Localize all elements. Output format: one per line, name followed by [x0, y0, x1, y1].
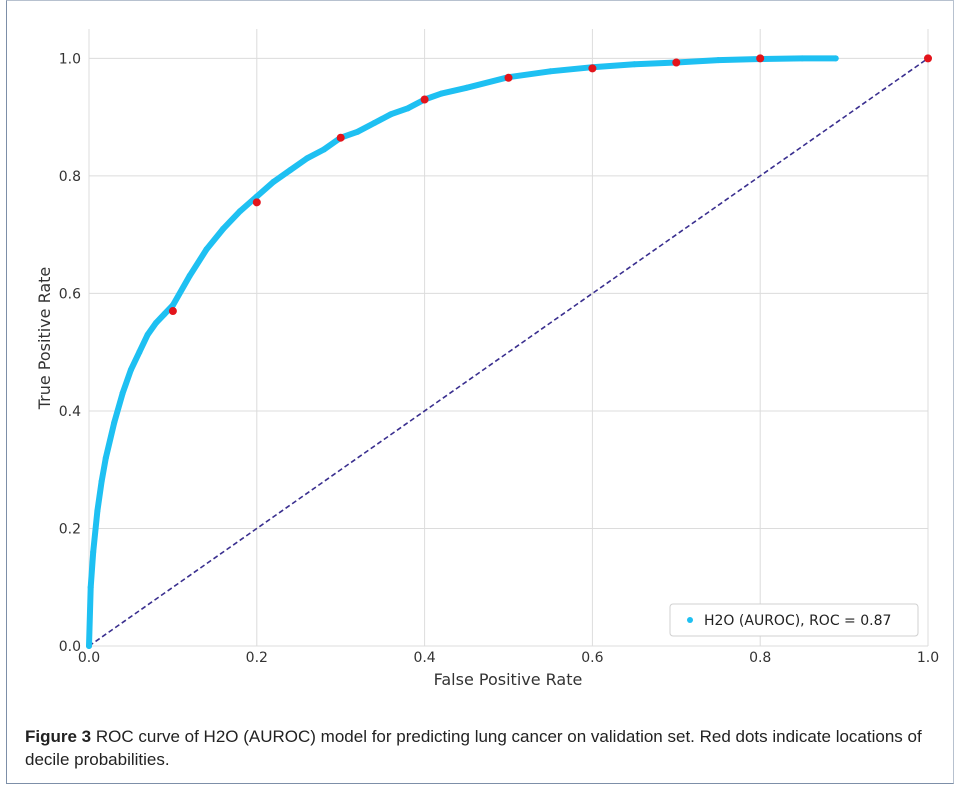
- decile-point: [420, 95, 429, 104]
- y-tick-label: 0.2: [59, 521, 81, 537]
- x-tick-label: 0.0: [78, 650, 100, 666]
- decile-point: [504, 73, 513, 82]
- decile-points: [168, 54, 932, 316]
- x-tick-label: 1.0: [917, 650, 939, 666]
- decile-point: [336, 133, 345, 142]
- y-tick-label: 0.4: [59, 404, 81, 420]
- roc-point: [320, 146, 327, 153]
- y-tick-labels: 0.0 0.2 0.4 0.6 0.8 1.0: [59, 51, 81, 655]
- x-tick-label: 0.8: [749, 650, 771, 666]
- roc-point: [547, 68, 554, 75]
- roc-point: [715, 57, 722, 64]
- roc-point: [404, 105, 411, 112]
- roc-point: [161, 310, 168, 317]
- roc-point: [153, 319, 160, 326]
- roc-point: [304, 155, 311, 162]
- roc-point: [98, 478, 105, 485]
- legend-box: [669, 603, 919, 637]
- y-axis-title: True Positive Rate: [35, 267, 54, 411]
- roc-point: [371, 120, 378, 127]
- caption-text: ROC curve of H2O (AUROC) model for predi…: [25, 727, 922, 769]
- y-tick-label: 0.6: [59, 286, 81, 302]
- diagonal-reference-line: [88, 57, 929, 647]
- legend: H2O (AUROC), ROC = 0.87: [669, 603, 919, 637]
- roc-point: [354, 128, 361, 135]
- roc-point: [253, 193, 260, 200]
- roc-point: [463, 84, 470, 91]
- roc-point: [127, 366, 134, 373]
- roc-point: [94, 507, 101, 514]
- roc-point: [87, 584, 94, 591]
- roc-chart: 0.0 0.2 0.4 0.6 0.8 1.0 0.0 0.2 0.4 0.6 0.8 1.0 Fa…: [35, 29, 939, 689]
- figure-caption: Figure 3 ROC curve of H2O (AUROC) model …: [25, 725, 930, 771]
- y-tick-label: 1.0: [59, 51, 81, 67]
- roc-point: [799, 55, 806, 62]
- roc-point: [631, 61, 638, 68]
- roc-point: [90, 548, 97, 555]
- figure-frame: [6, 0, 954, 784]
- roc-point: [102, 454, 109, 461]
- roc-point: [136, 349, 143, 356]
- x-axis-title: False Positive Rate: [434, 670, 583, 689]
- legend-label: H2O (AUROC), ROC = 0.87: [704, 613, 891, 629]
- roc-point: [169, 302, 176, 309]
- roc-point: [111, 419, 118, 426]
- x-tick-label: 0.2: [246, 650, 268, 666]
- roc-point: [186, 272, 193, 279]
- decile-point: [168, 307, 177, 316]
- roc-point: [86, 643, 92, 649]
- decile-point: [672, 58, 681, 67]
- roc-point: [203, 246, 210, 253]
- roc-point: [119, 390, 126, 397]
- x-tick-label: 0.4: [413, 650, 435, 666]
- roc-point: [832, 55, 839, 62]
- roc-point: [438, 90, 445, 97]
- y-tick-label: 0.0: [59, 639, 81, 655]
- decile-point: [756, 54, 765, 63]
- roc-point: [270, 178, 277, 185]
- decile-point: [252, 198, 261, 207]
- caption-label: Figure 3: [25, 727, 92, 746]
- roc-curve: [86, 55, 839, 649]
- decile-point: [588, 64, 597, 73]
- x-tick-label: 0.6: [581, 650, 603, 666]
- plot-area: [89, 29, 928, 646]
- roc-point: [237, 208, 244, 215]
- roc-point: [144, 331, 151, 338]
- roc-point: [287, 167, 294, 174]
- x-tick-labels: 0.0 0.2 0.4 0.6 0.8 1.0: [78, 650, 939, 666]
- legend-marker: [687, 617, 693, 623]
- y-tick-label: 0.8: [59, 169, 81, 185]
- roc-point: [220, 225, 227, 232]
- decile-point: [924, 54, 932, 63]
- roc-point: [388, 111, 395, 118]
